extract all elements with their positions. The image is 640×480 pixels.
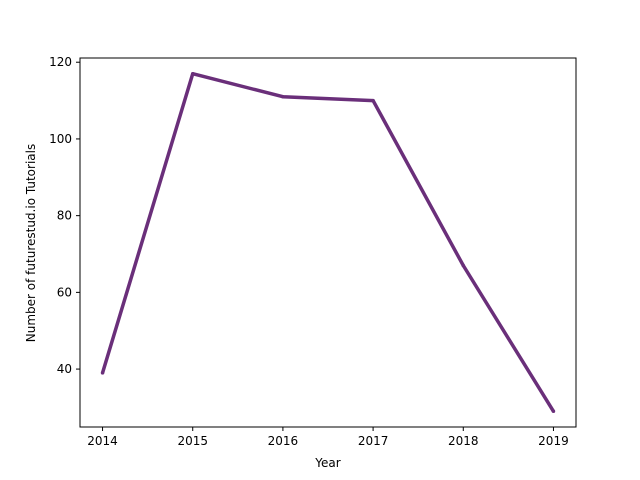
plot-frame: [79, 57, 577, 428]
y-axis: 40 60 80 100 120: [49, 55, 80, 376]
series-line: [100, 71, 555, 413]
x-tick-label: 2018: [448, 434, 479, 448]
y-tick-label: 60: [57, 285, 72, 299]
data-point: [551, 409, 556, 414]
data-point: [461, 263, 466, 268]
data-point: [281, 94, 285, 99]
y-tick-label: 40: [57, 362, 72, 376]
data-point: [100, 371, 105, 375]
x-tick-label: 2015: [177, 434, 208, 448]
y-tick-label: 120: [49, 55, 72, 69]
data-point: [371, 98, 375, 103]
data-point: [190, 71, 195, 76]
plot-area: [100, 71, 556, 414]
x-tick-label: 2016: [268, 434, 299, 448]
x-tick-label: 2019: [538, 434, 569, 448]
x-axis: 2014 2015 2016 2017 2018 2019: [87, 427, 569, 448]
y-axis-label: Number of futurestud.io Tutorials: [24, 144, 38, 342]
x-tick-label: 2017: [358, 434, 389, 448]
x-axis-label: Year: [314, 456, 340, 470]
y-tick-label: 80: [57, 209, 72, 223]
y-tick-label: 100: [49, 132, 72, 146]
x-tick-label: 2014: [87, 434, 118, 448]
